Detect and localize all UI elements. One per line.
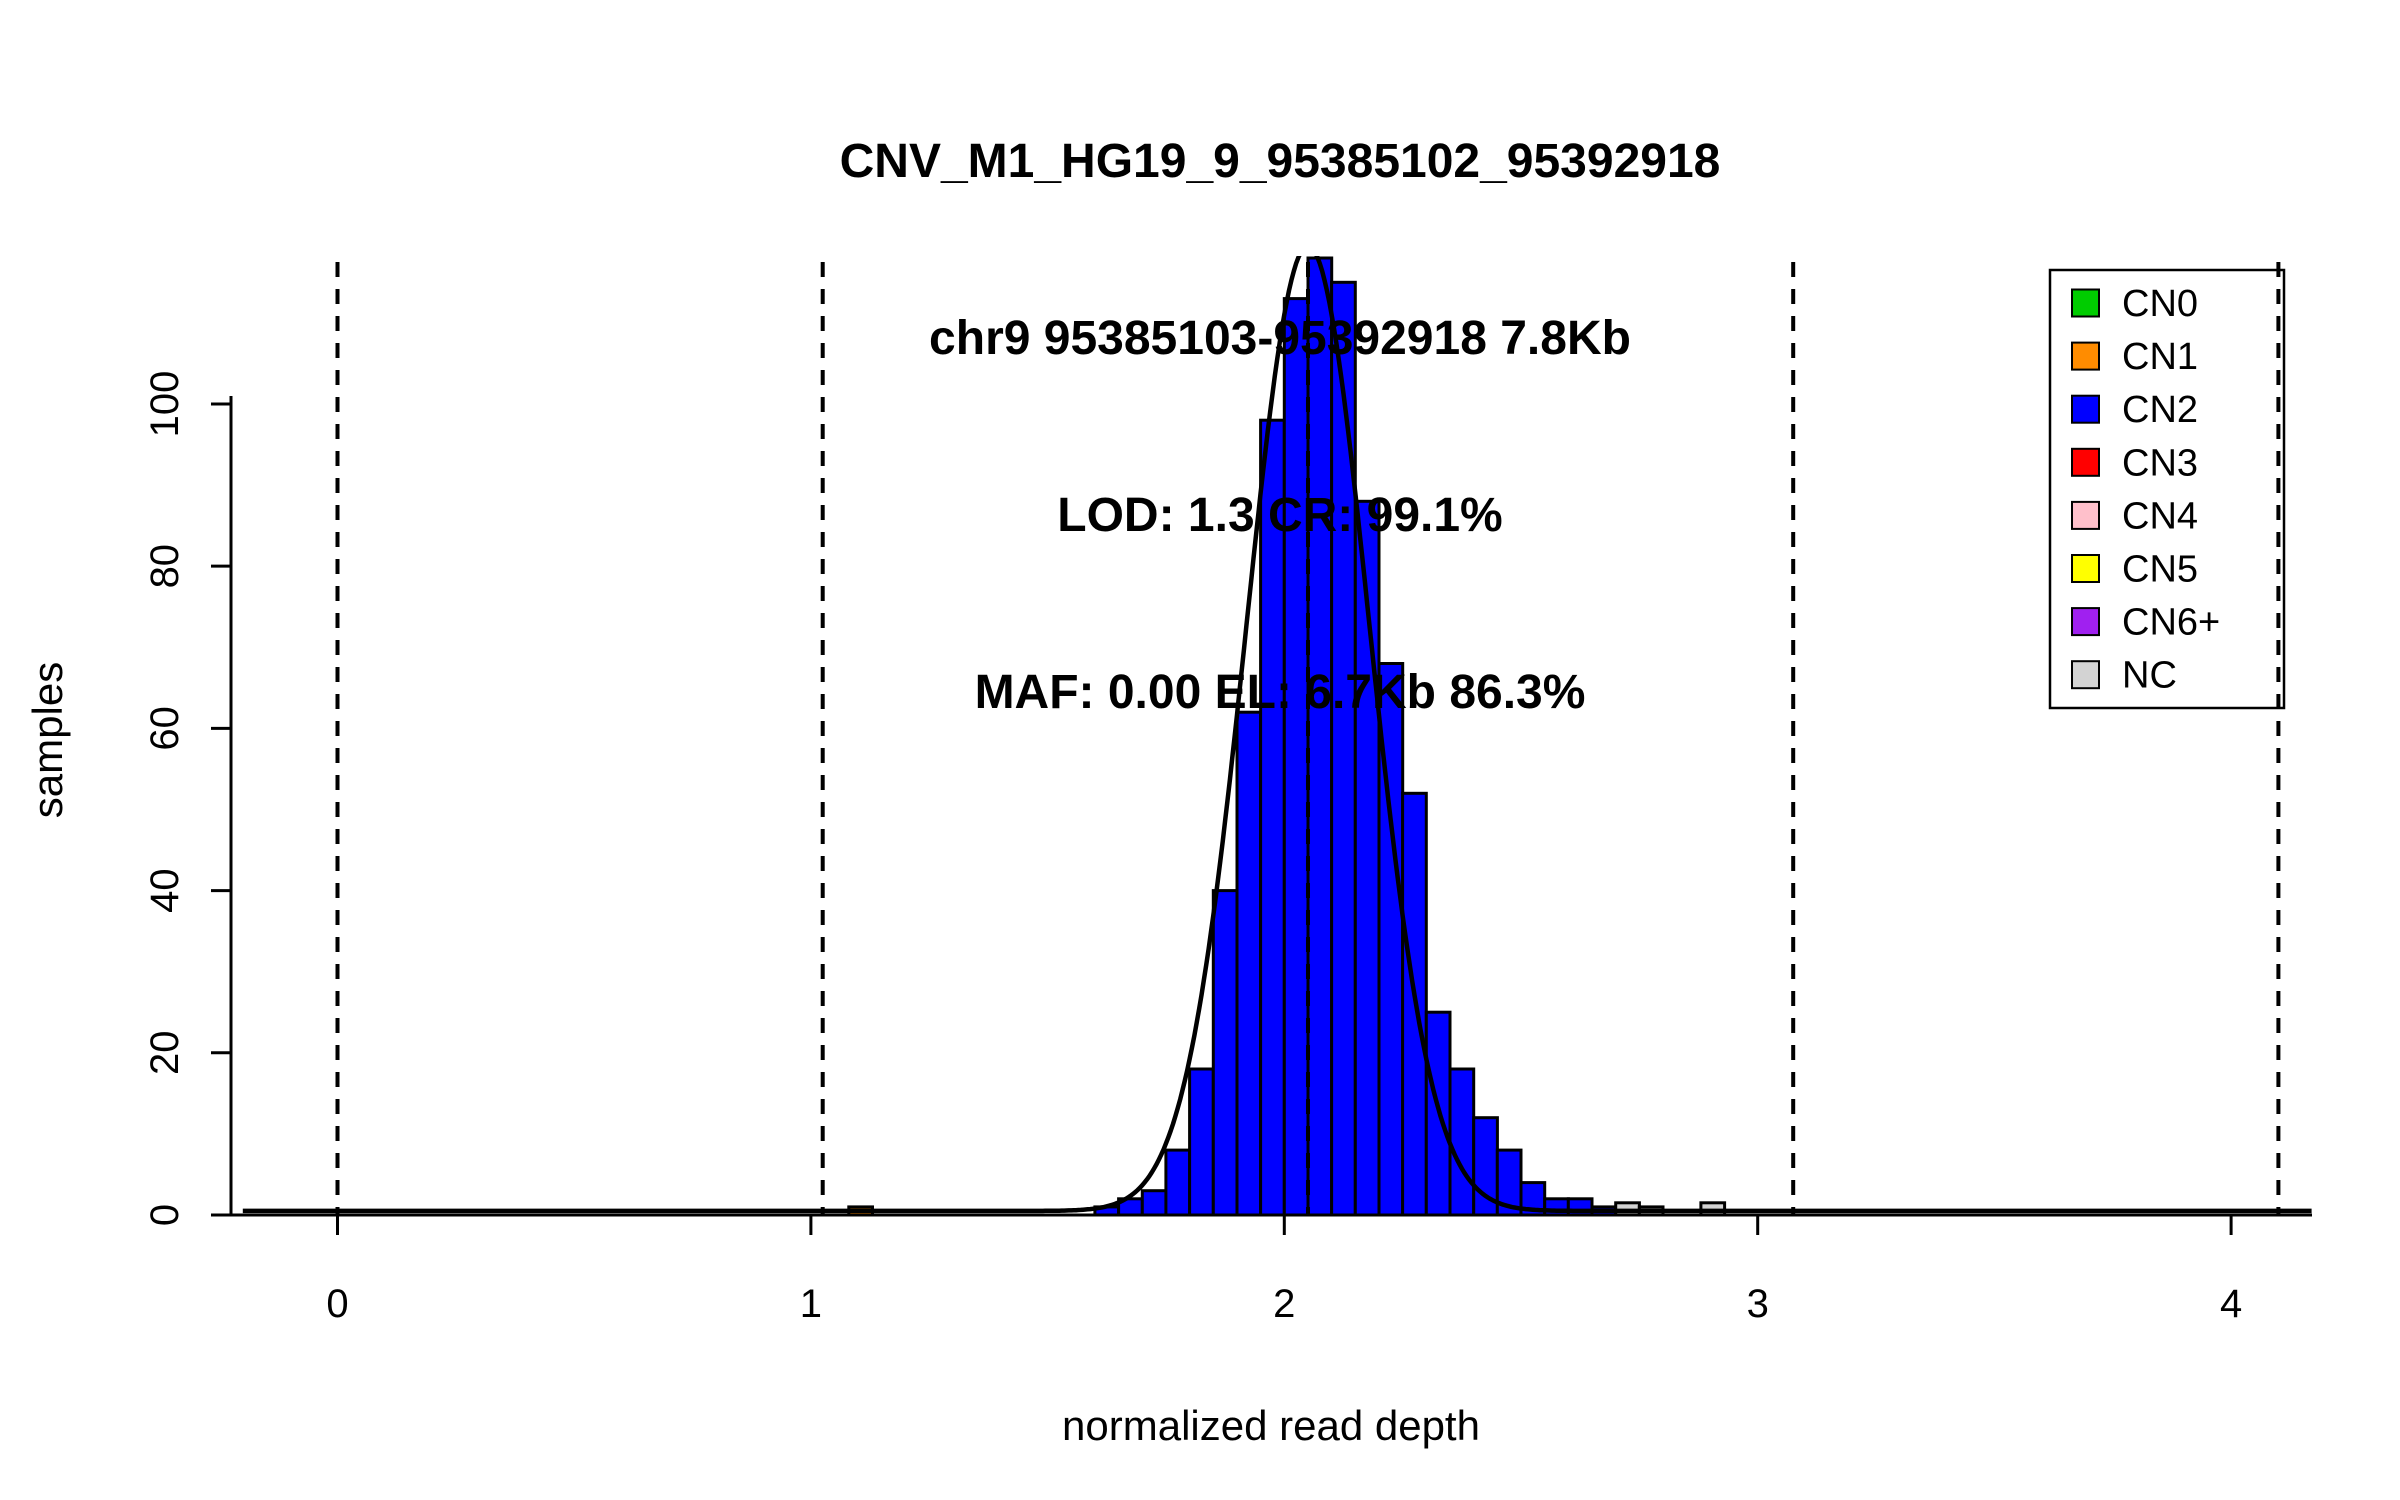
hist-bar-CN2 [1188,1067,1215,1215]
hist-bar-CN2 [1140,1189,1168,1215]
x-tick-label: 1 [800,1282,822,1326]
legend-label-CN3: CN3 [2122,442,2198,484]
y-tick-label: 80 [143,544,187,589]
legend-swatch-CN1 [2071,341,2100,371]
legend-label-CN6+: CN6+ [2122,602,2220,644]
chart-title: CNV_M1_HG19_9_95385102_95392918 chr9 953… [170,14,2390,840]
legend-swatch-CN3 [2071,447,2100,477]
hist-bar-CN2 [1164,1148,1192,1215]
y-tick-label: 0 [143,1204,187,1226]
y-tick-label: 20 [143,1031,187,1076]
legend: CN0 CN1 CN2 CN3 CN4 CN5 CN6+ NC [2048,268,2286,710]
legend-swatch-CN0 [2071,288,2100,318]
legend-swatch-CN2 [2071,394,2100,424]
legend-label-CN0: CN0 [2122,283,2198,325]
title-line-3: LOD: 1.3 CR: 99.1% [1057,489,1503,542]
legend-swatch-CN4 [2071,500,2100,530]
y-tick-label: 60 [143,706,187,751]
x-axis-label: normalized read depth [1062,1402,1480,1449]
hist-bar-CN2 [1211,889,1239,1215]
density-curve [242,256,2312,1214]
legend-label-CN1: CN1 [2122,336,2198,378]
legend-swatch-NC [2071,660,2100,690]
title-line-1: CNV_M1_HG19_9_95385102_95392918 [839,135,1721,188]
legend-label-CN4: CN4 [2122,495,2198,537]
hist-bar-CN2 [1448,1067,1476,1215]
legend-label-NC: NC [2122,655,2177,697]
title-line-4: MAF: 0.00 EL: 6.7Kb 86.3% [974,666,1586,719]
y-axis-label: samples [24,662,71,818]
x-tick-label: 0 [326,1282,348,1326]
legend-swatch-CN6+ [2071,607,2100,637]
x-tick-label: 3 [1747,1282,1769,1326]
y-tick-label: 100 [143,371,187,438]
x-tick-label: 4 [2220,1282,2242,1326]
legend-label-CN5: CN5 [2122,549,2198,591]
x-tick-label: 2 [1273,1282,1295,1326]
legend-swatch-CN5 [2071,554,2100,583]
cn-boundary-lines [335,262,2281,1215]
title-line-2: chr9 95385103-95392918 7.8Kb [929,312,1631,365]
legend-label-CN2: CN2 [2122,389,2198,431]
y-tick-label: 40 [143,868,187,913]
